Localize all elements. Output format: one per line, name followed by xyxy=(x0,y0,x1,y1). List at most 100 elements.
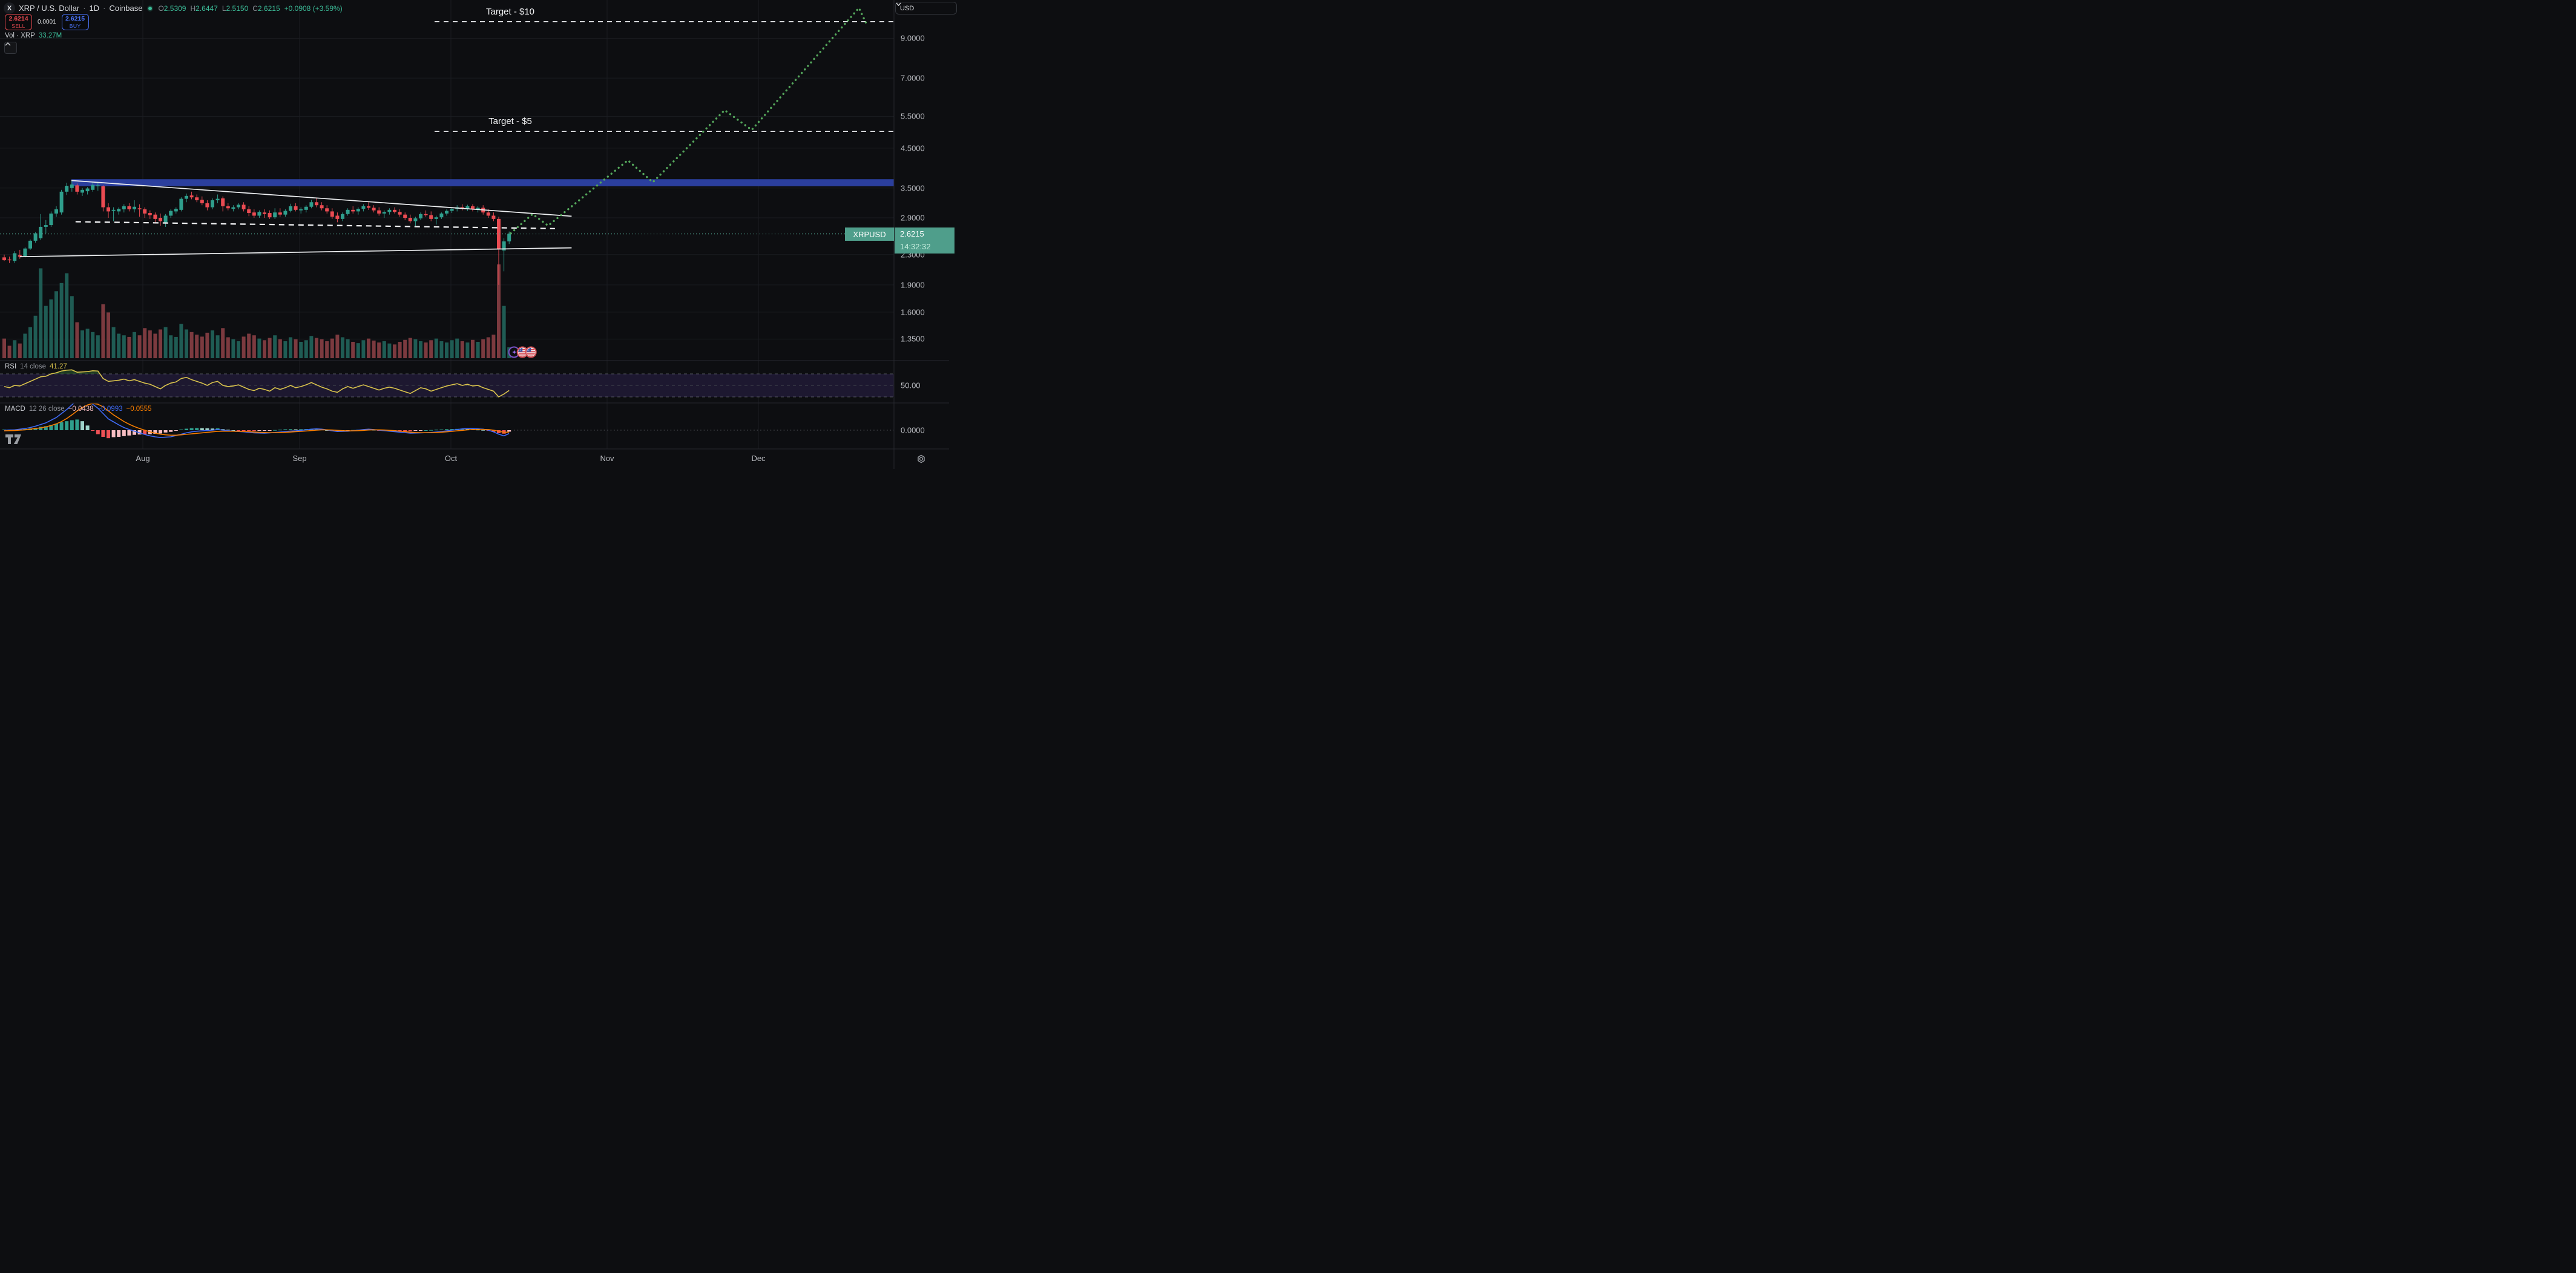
candle-body xyxy=(252,212,256,216)
market-status-icon[interactable] xyxy=(148,6,153,10)
macd-histogram-bar xyxy=(107,430,110,439)
macd-histogram-bar xyxy=(429,430,433,431)
candle-body xyxy=(33,233,38,241)
candle-body xyxy=(23,248,27,257)
price-tick-label: 9.0000 xyxy=(901,33,925,43)
volume-bar xyxy=(497,264,501,358)
macd-hist-value: −0.0438 xyxy=(68,405,94,413)
candle-body xyxy=(163,215,168,223)
candle-body xyxy=(330,211,334,217)
macd-histogram-bar xyxy=(195,428,199,430)
macd-name[interactable]: MACD xyxy=(5,405,25,413)
macd-histogram-bar xyxy=(252,430,256,431)
volume-bar xyxy=(70,296,74,358)
candle-body xyxy=(215,198,220,200)
volume-bar xyxy=(377,342,381,358)
ohlc-values: O2.5309 H2.6447 L2.5150 C2.6215 +0.0908 … xyxy=(158,4,342,13)
chart-legend: XRP / U.S. Dollar · 1D · Coinbase O2.530… xyxy=(19,4,343,13)
event-badge-us-flag[interactable] xyxy=(525,346,537,358)
event-badge-us-flag[interactable] xyxy=(516,346,528,358)
volume-bar xyxy=(205,332,209,358)
volume-bar xyxy=(101,304,105,358)
volume-bar xyxy=(226,337,230,358)
candle-body xyxy=(403,214,407,218)
volume-bar xyxy=(179,324,183,358)
volume-bar xyxy=(367,338,370,358)
collapse-pane-button[interactable] xyxy=(4,42,17,54)
price-projection-path[interactable] xyxy=(510,6,869,235)
candle-body xyxy=(117,209,121,212)
target-5-label[interactable]: Target - $5 xyxy=(488,116,532,127)
volume-bar xyxy=(356,343,360,358)
macd-histogram-bar xyxy=(205,428,209,430)
candle-body xyxy=(377,210,381,214)
upper-trendline[interactable] xyxy=(71,180,572,217)
event-badges xyxy=(508,346,537,358)
exchange-label[interactable]: Coinbase xyxy=(109,4,143,13)
volume-bar xyxy=(341,337,344,358)
volume-bar xyxy=(382,341,386,358)
candle-body xyxy=(80,189,84,193)
volume-bar xyxy=(23,333,27,358)
rsi-line xyxy=(4,369,510,398)
macd-line xyxy=(4,404,510,438)
macd-histogram-bar xyxy=(65,421,69,430)
volume-bar xyxy=(153,333,157,358)
candle-body xyxy=(137,208,142,209)
macd-histogram-bar xyxy=(91,430,95,431)
support-dashed-line[interactable] xyxy=(75,221,555,229)
rsi-legend: RSI 14 close 41.27 xyxy=(5,363,67,370)
volume-bar xyxy=(122,335,126,358)
symbol-title[interactable]: XRP / U.S. Dollar xyxy=(19,4,80,13)
currency-value: USD xyxy=(900,4,915,12)
last-price-label[interactable]: 2.6215 14:32:32 xyxy=(895,227,954,254)
volume-bar xyxy=(439,341,444,358)
candle-body xyxy=(382,212,386,214)
macd-histogram-bar xyxy=(174,430,178,431)
macd-histogram-bar xyxy=(127,430,131,436)
volume-legend: Vol · XRP 33.27M xyxy=(5,32,62,39)
candle-body xyxy=(159,218,162,221)
rsi-name[interactable]: RSI xyxy=(5,363,17,370)
candle-body xyxy=(59,191,64,213)
ohlc-low-value: 2.5150 xyxy=(226,4,249,13)
sell-button[interactable]: 2.6214 SELL xyxy=(5,14,32,30)
panel-separators xyxy=(0,0,949,469)
volume-bar xyxy=(424,342,428,358)
volume-bar xyxy=(7,345,12,358)
macd-histogram-bar xyxy=(185,428,188,430)
volume-bar xyxy=(434,338,438,358)
volume-bar xyxy=(398,342,402,358)
macd-histogram-bar xyxy=(268,430,272,431)
xrp-logo-icon[interactable]: X xyxy=(4,2,15,14)
volume-bar xyxy=(143,328,147,358)
candle-body xyxy=(179,198,183,210)
macd-histogram-bar xyxy=(257,430,261,431)
chevron-down-icon xyxy=(896,2,901,6)
macd-histogram-bar xyxy=(133,430,136,435)
volume-bar xyxy=(75,322,79,358)
candle-body xyxy=(268,213,272,218)
resistance-band[interactable] xyxy=(71,179,895,186)
interval-label[interactable]: 1D xyxy=(89,4,100,13)
target-10-label[interactable]: Target - $10 xyxy=(485,6,535,17)
volume-bar xyxy=(273,335,277,358)
macd-histogram-bar xyxy=(398,430,402,431)
volume-bar xyxy=(195,335,199,358)
macd-histogram-bar xyxy=(200,428,204,430)
price-tick-label: 7.0000 xyxy=(901,73,925,83)
volume-bar xyxy=(294,339,298,358)
candle-body xyxy=(439,213,444,218)
trading-chart-app: X XRP / U.S. Dollar · 1D · Coinbase O2.5… xyxy=(0,0,957,469)
volume-bar xyxy=(491,335,496,358)
lower-trendline[interactable] xyxy=(19,247,572,258)
buy-button[interactable]: 2.6215 BUY xyxy=(61,14,89,30)
volume-bar xyxy=(59,283,64,358)
symbol-price-tag[interactable]: XRPUSD xyxy=(845,227,894,241)
volume-bar xyxy=(185,329,188,358)
candle-body xyxy=(476,208,480,209)
chart-canvas[interactable] xyxy=(0,0,949,469)
candle-body xyxy=(304,206,308,210)
currency-selector[interactable]: USD xyxy=(895,2,957,15)
bar-countdown: 14:32:32 xyxy=(900,241,931,251)
